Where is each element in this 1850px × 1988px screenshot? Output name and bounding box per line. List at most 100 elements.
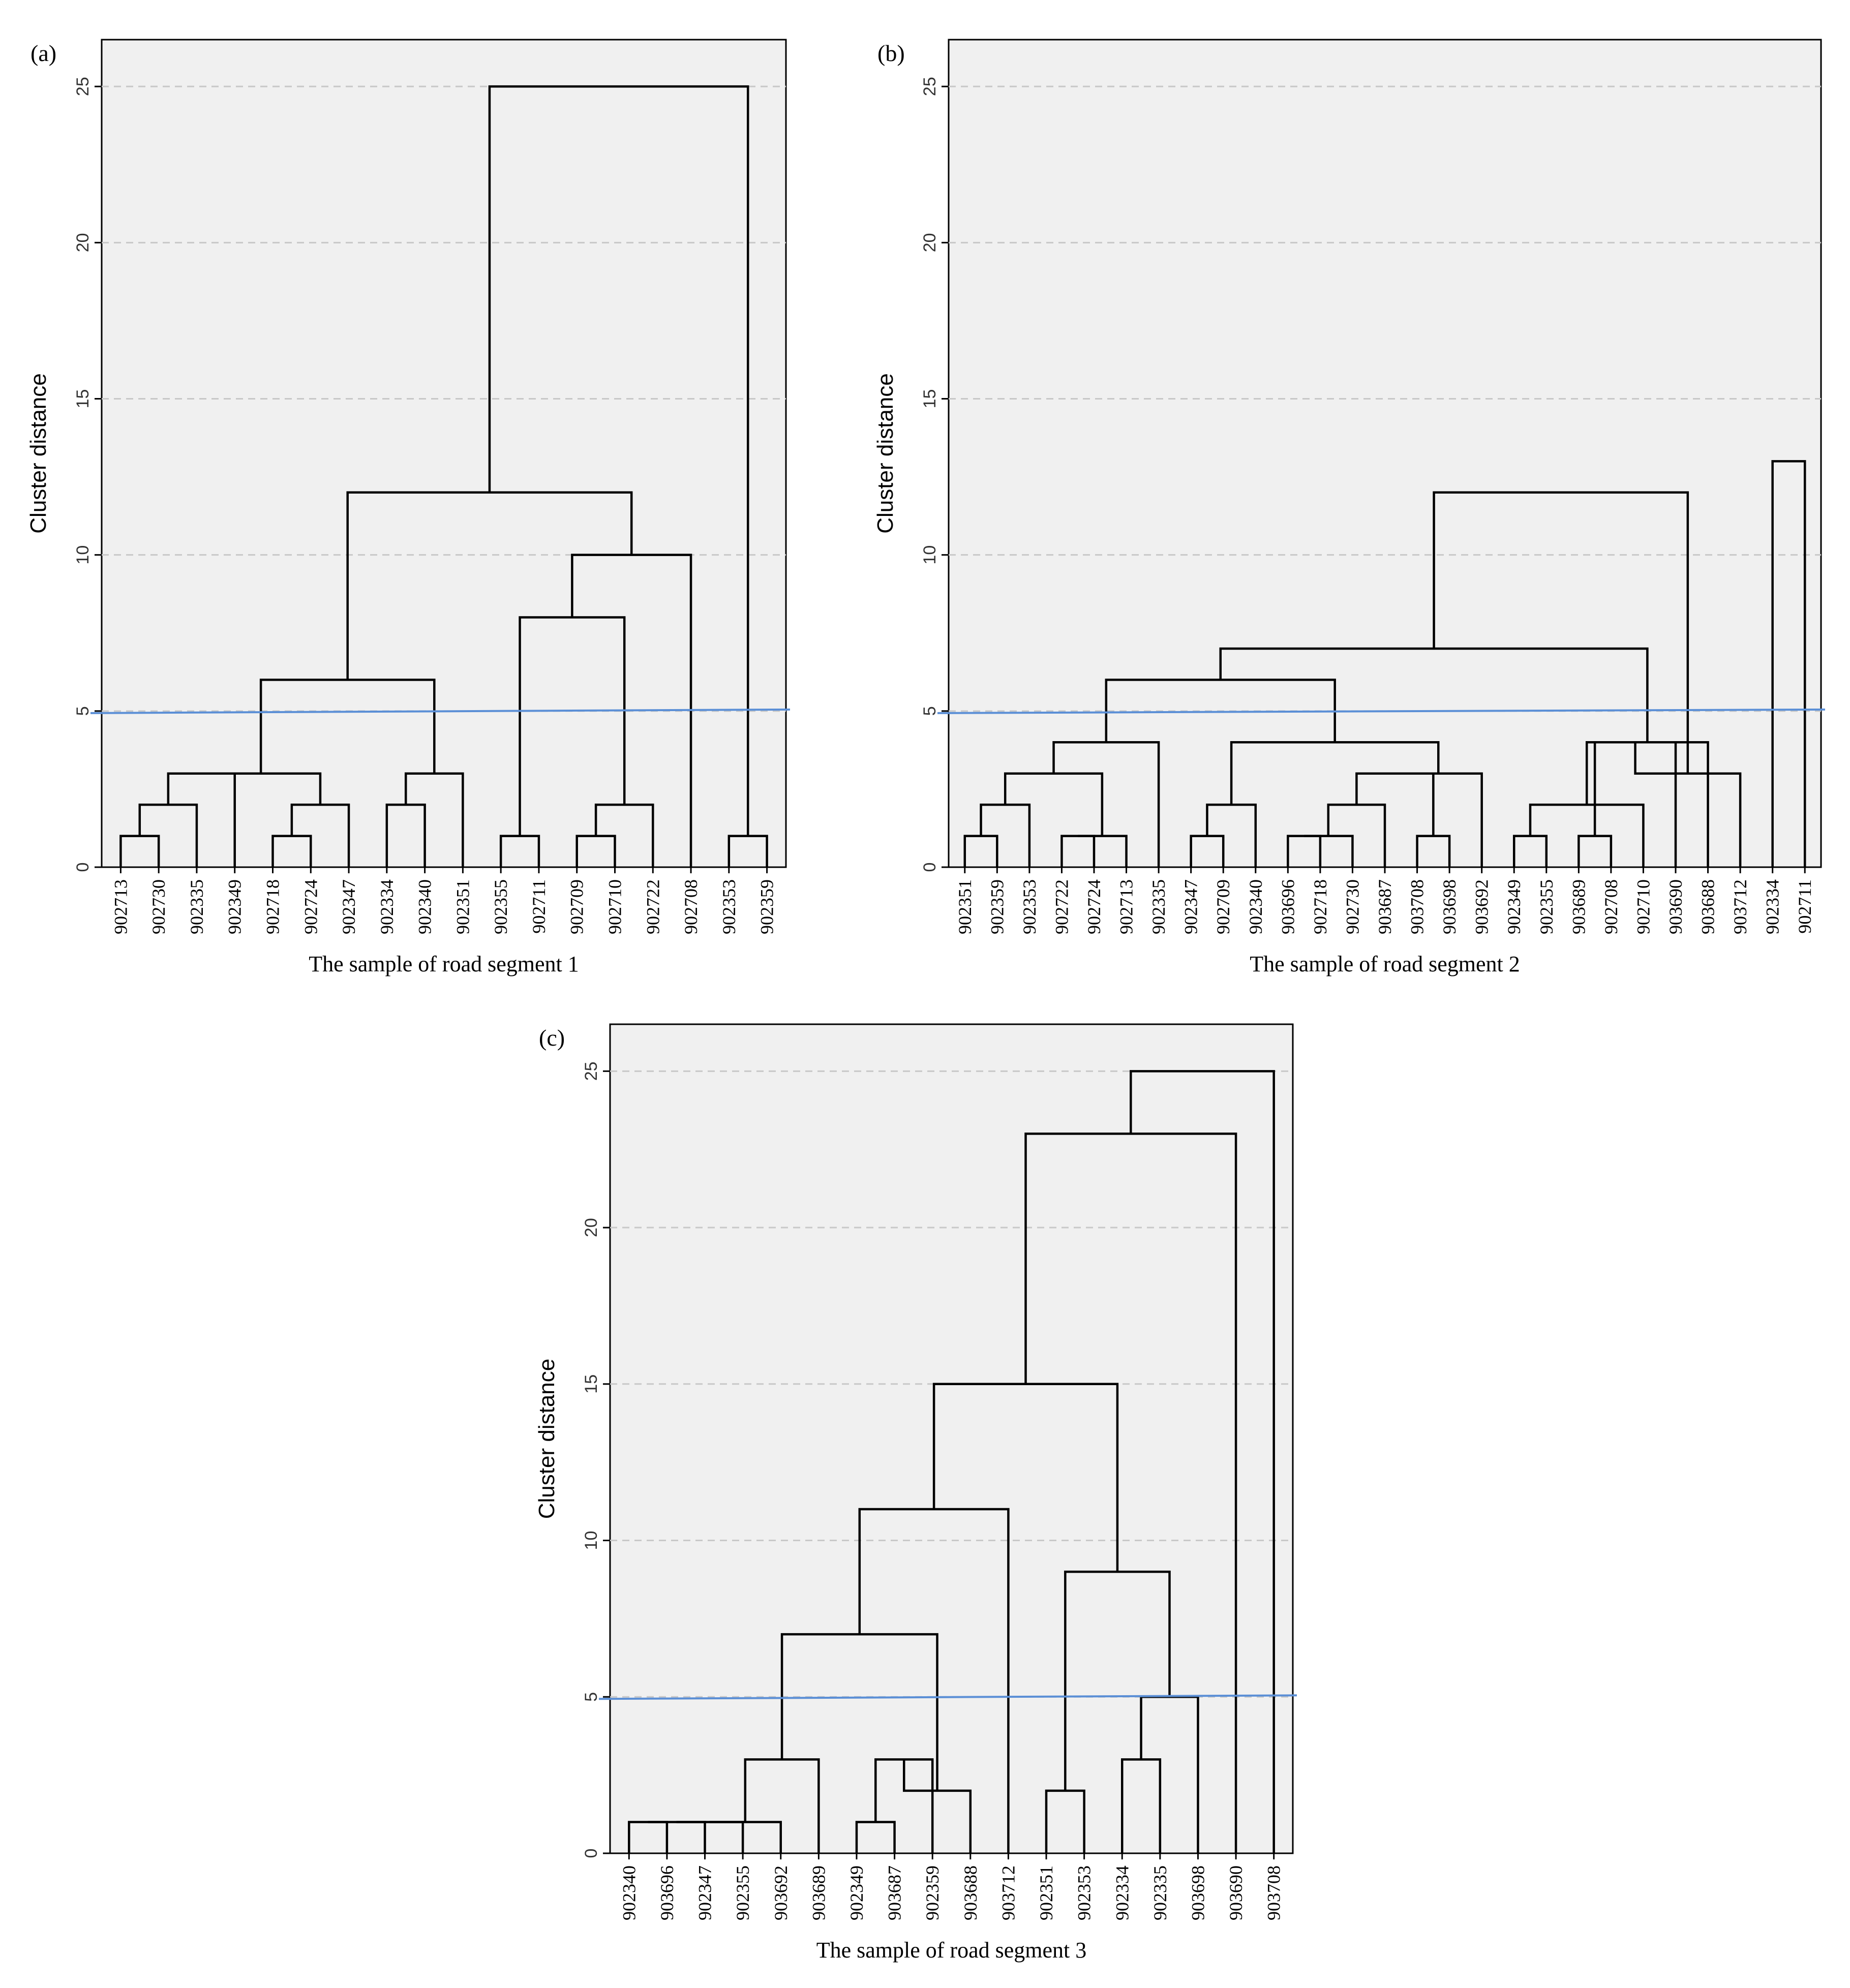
leaf-label: 903698 (1439, 879, 1460, 934)
dendrogram-link (1634, 742, 1742, 867)
leaf-label: 902722 (643, 879, 663, 934)
leaf-label: 902355 (491, 879, 511, 934)
threshold-line (90, 708, 791, 714)
leaf-label: 903696 (657, 1865, 677, 1920)
y-tick-label: 20 (582, 1218, 601, 1237)
leaf-label: 903712 (998, 1865, 1018, 1920)
dendrogram-link (119, 835, 160, 867)
leaf-label: 903708 (1264, 1865, 1284, 1920)
leaf-label: 902713 (1116, 879, 1137, 934)
leaf-label: 902708 (1601, 879, 1621, 934)
leaf-label: 902709 (1213, 879, 1233, 934)
dendrogram-link (727, 835, 768, 867)
leaf-label: 902359 (922, 1865, 943, 1920)
leaf-label: 902335 (1150, 1865, 1170, 1920)
leaf-label: 902334 (1112, 1865, 1132, 1920)
dendrogram-link (902, 1759, 972, 1853)
y-tick-label: 0 (920, 863, 939, 872)
leaf-label: 902718 (263, 879, 283, 934)
leaf-label: 902335 (1148, 879, 1169, 934)
leaf-label: 903687 (885, 1865, 905, 1920)
y-axis-label: Cluster distance (26, 373, 51, 533)
leaf-label: 902711 (529, 879, 549, 934)
y-tick-label: 10 (920, 545, 939, 565)
dendrogram-link (271, 835, 312, 867)
dendrogram-link (1287, 835, 1322, 867)
leaf-label: 902335 (187, 879, 207, 934)
dendrogram-link (499, 835, 540, 867)
leaf-label: 903690 (1226, 1865, 1246, 1920)
y-tick-label: 20 (920, 233, 939, 252)
leaf-label: 903712 (1730, 879, 1750, 934)
dendrogram-link (1771, 460, 1806, 867)
leaf-label: 902713 (110, 879, 131, 934)
dendrogram-link (259, 679, 436, 774)
dendrogram-panel-b: 0 5 10 15 20 25 Cluster distance (b) 902351 90235… (873, 39, 1826, 976)
leaf-label: 903692 (1472, 879, 1492, 934)
plot-area (948, 39, 1822, 868)
dendrogram-link (1355, 772, 1435, 836)
y-tick-label: 10 (582, 1531, 601, 1550)
x-axis-label: The sample of road segment 3 (816, 1938, 1087, 1963)
leaf-label: 902340 (415, 879, 435, 934)
leaf-label: 902351 (452, 879, 473, 934)
leaf-label: 902709 (567, 879, 587, 934)
dendrogram-link (1024, 1133, 1237, 1853)
dendrogram-link (1394, 772, 1483, 867)
leaf-label: 903708 (1407, 879, 1428, 934)
leaf-label: 902718 (1310, 879, 1330, 934)
y-tick-label: 5 (582, 1692, 601, 1702)
leaf-label: 903692 (771, 1865, 791, 1920)
x-axis-label: The sample of road segment 2 (1250, 952, 1520, 976)
dendrogram-link (1512, 835, 1548, 867)
leaf-label: 902710 (605, 879, 625, 934)
dendrogram-link (963, 835, 998, 867)
dendrogram-link (1578, 835, 1613, 867)
leaf-label: 903690 (1665, 879, 1686, 934)
leaf-label: 902355 (1536, 879, 1557, 934)
leaf-label: 903689 (808, 1865, 829, 1920)
leaf-label: 902347 (695, 1865, 715, 1920)
leaf-label: 902724 (300, 879, 321, 934)
leaf-label: 903687 (1375, 879, 1395, 934)
dendrogram-link (1433, 491, 1689, 774)
threshold-line (937, 708, 1826, 714)
y-tick-label: 10 (73, 545, 93, 565)
y-tick-label: 15 (582, 1374, 601, 1394)
dendrogram-link (1078, 835, 1128, 867)
dendrogram-link (744, 1758, 820, 1853)
y-tick-label: 25 (582, 1061, 601, 1081)
dendrogram-link (488, 85, 749, 836)
leaf-label: 902349 (1504, 879, 1524, 934)
y-tick-label: 25 (920, 77, 939, 96)
leaf-label: 902730 (1342, 879, 1362, 934)
y-tick-label: 15 (920, 389, 939, 409)
leaf-label: 902349 (225, 879, 245, 934)
dendrogram-link (575, 835, 616, 867)
leaf-label: 902359 (987, 879, 1007, 934)
dendrogram-link (1121, 1758, 1162, 1853)
leaf-label: 903696 (1278, 879, 1298, 934)
leaf-label: 902711 (1795, 879, 1815, 934)
y-axis-label: Cluster distance (873, 373, 898, 533)
y-tick-label: 25 (73, 77, 93, 96)
dendrogram-link (1045, 1789, 1085, 1853)
y-tick-label: 5 (920, 706, 939, 716)
leaf-label: 902353 (1074, 1865, 1095, 1920)
y-tick-label: 20 (73, 233, 93, 252)
plot-area (609, 1023, 1294, 1854)
dendrogram-link (1130, 1070, 1275, 1853)
leaf-label: 902353 (719, 879, 739, 934)
leaf-label: 902340 (619, 1865, 639, 1920)
panel-label: (c) (539, 1025, 565, 1051)
leaf-label: 903688 (960, 1865, 981, 1920)
y-axis-label: Cluster distance (534, 1359, 559, 1519)
dendrogram-panel-a: 0 5 10 15 20 25 Cluster distance (a) 902713 90273… (26, 39, 791, 976)
leaf-label: 902355 (733, 1865, 753, 1920)
plot-area (101, 39, 787, 868)
leaf-label: 902359 (757, 879, 777, 934)
dendrogram-link (1190, 835, 1225, 867)
dendrogram-link (1060, 835, 1096, 867)
dendrogram-link (1004, 772, 1104, 836)
leaf-label: 902730 (148, 879, 169, 934)
